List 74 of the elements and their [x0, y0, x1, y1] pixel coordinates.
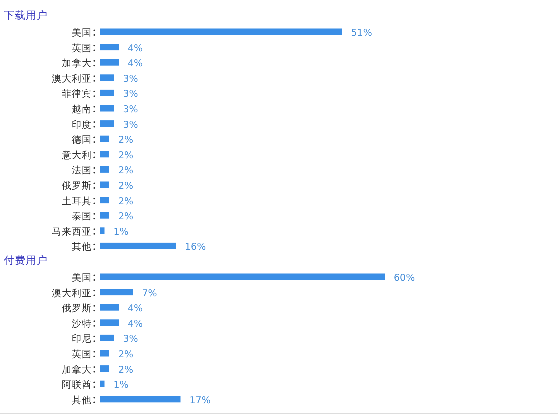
data-label: 2% [118, 196, 134, 208]
bar [100, 90, 114, 96]
y-tick-label: 美国 [72, 27, 92, 39]
y-tick-label: 美国 [72, 272, 92, 284]
bar [100, 320, 119, 326]
bar [100, 350, 110, 357]
y-tick-label: 加拿大 [62, 364, 92, 376]
y-tick-label: 其他 [72, 241, 92, 254]
y-tick-label: 法国 [72, 164, 92, 177]
y-tick-label: 加拿大 [62, 58, 92, 70]
bar [100, 366, 110, 372]
data-label: 16% [185, 242, 206, 254]
y-tick-label: 阿联酋 [62, 379, 92, 392]
bar [100, 105, 114, 112]
data-label: 1% [114, 380, 129, 392]
data-label: 4% [128, 43, 144, 54]
bar [100, 120, 114, 128]
data-label: 60% [394, 273, 416, 284]
bar [100, 44, 119, 51]
bar [100, 197, 110, 204]
data-label: 3% [123, 74, 138, 85]
y-tick-label: 印度 [72, 118, 92, 131]
y-tick-label: 印尼 [72, 333, 92, 346]
bar [100, 166, 110, 173]
data-label: 3% [123, 89, 138, 100]
data-label: 2% [118, 166, 134, 177]
data-label: 2% [118, 350, 134, 360]
y-tick-label: 澳大利亚 [52, 72, 92, 85]
data-label: 3% [123, 104, 138, 116]
data-label: 3% [123, 120, 138, 131]
y-tick-label: 英国 [72, 348, 92, 360]
data-label: 3% [123, 334, 138, 346]
bar [100, 212, 110, 219]
data-label: 2% [118, 364, 134, 376]
bar [100, 151, 110, 158]
y-tick-label: 英国 [72, 42, 92, 54]
data-label: 4% [128, 318, 144, 330]
chart-title: 下载用户 [4, 9, 48, 22]
data-label: 2% [118, 212, 134, 223]
y-tick-label: 俄罗斯 [62, 180, 92, 192]
data-label: 7% [142, 288, 158, 300]
bar [100, 380, 105, 388]
data-label: 1% [114, 226, 129, 238]
bar [100, 28, 342, 36]
bar [100, 242, 176, 250]
bar [100, 274, 385, 280]
bar [100, 334, 114, 342]
data-label: 2% [118, 150, 134, 162]
bar [100, 74, 114, 82]
y-tick-label: 泰国 [72, 212, 92, 223]
y-tick-label: 澳大利亚 [52, 287, 92, 300]
bar [100, 289, 134, 296]
data-label: 51% [351, 28, 372, 39]
y-tick-label: 马来西亚 [52, 226, 92, 238]
y-tick-label: 沙特 [72, 318, 92, 330]
data-label: 4% [128, 58, 144, 70]
data-label: 2% [118, 135, 134, 146]
y-tick-label: 其他 [72, 394, 92, 406]
bar [100, 59, 119, 66]
y-tick-label: 意大利 [61, 149, 92, 162]
bar [100, 136, 110, 142]
chart-title: 付费用户 [4, 254, 48, 267]
bar [100, 182, 110, 188]
y-tick-label: 菲律宾 [62, 88, 92, 100]
y-tick-label: 土耳其 [62, 195, 92, 208]
bar [100, 396, 181, 403]
data-label: 17% [190, 395, 211, 406]
data-label: 2% [118, 181, 134, 192]
y-tick-label: 越南 [72, 104, 92, 116]
y-tick-label: 俄罗斯 [62, 302, 92, 315]
bar [100, 304, 119, 311]
bar [100, 228, 105, 234]
y-tick-label: 德国 [72, 135, 92, 146]
data-label: 4% [128, 304, 144, 315]
